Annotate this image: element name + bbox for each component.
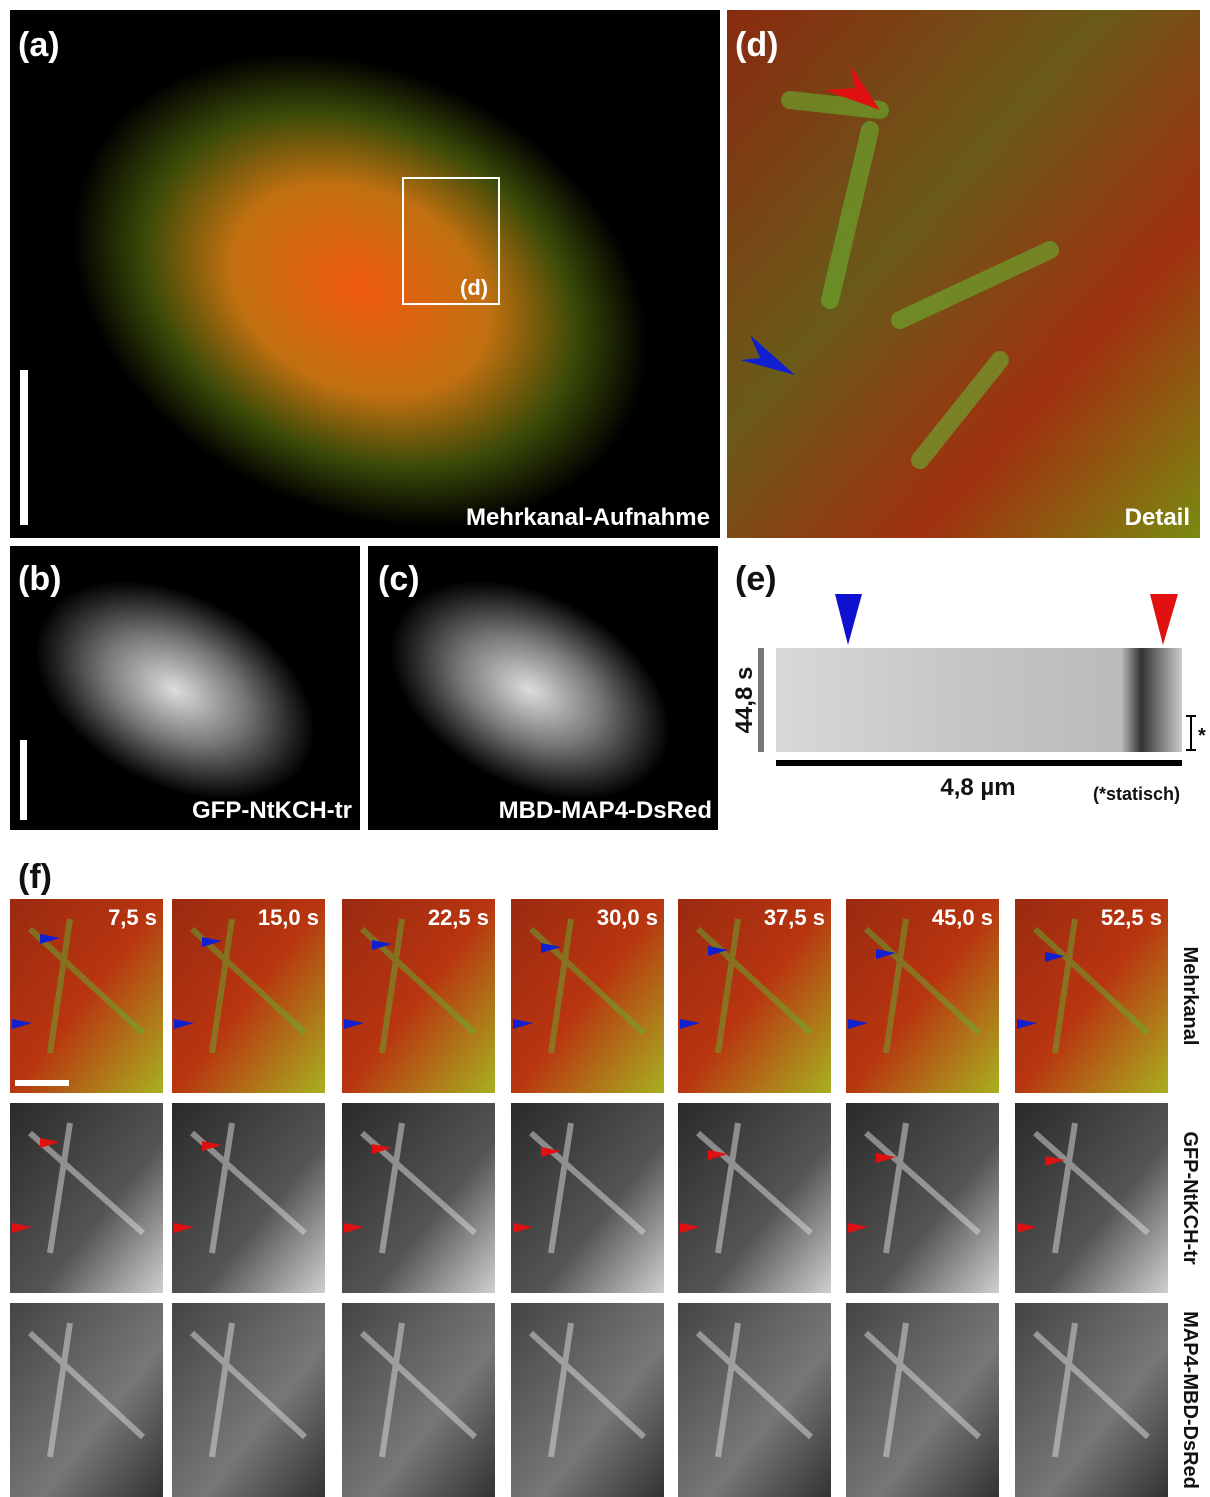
length-bar [776, 760, 1182, 766]
arrowhead [1150, 594, 1178, 645]
time-label: 52,5 s [1101, 905, 1162, 930]
caption: GFP-NtKCH-tr [192, 797, 352, 824]
panel-label: (c) [378, 560, 420, 598]
frame [1015, 1103, 1168, 1293]
time-label: 22,5 s [428, 905, 489, 930]
caption: Detail [1125, 504, 1190, 531]
figure: (d) (a) Mehrkanal-Aufnahme (d) Detail (b… [0, 0, 1210, 1497]
bracket [1186, 716, 1196, 750]
kymograph [776, 648, 1182, 752]
scale-bar [20, 740, 27, 820]
y-label: 44,8 s [731, 667, 758, 734]
time-label: 15,0 s [258, 905, 319, 930]
frame [172, 1103, 325, 1293]
inset-label: (d) [460, 275, 488, 300]
scale-bar [20, 370, 28, 525]
frame [678, 1103, 831, 1293]
time-bar [758, 648, 764, 752]
note: (*statisch) [1093, 784, 1180, 804]
panel-label: (a) [18, 26, 60, 64]
time-series: 7,5 s 15,0 s 22,5 s 30,0 s 37,5 s 45,0 s 52,5 … [10, 899, 1201, 1497]
panel-label: (f) [18, 858, 52, 896]
caption: MBD-MAP4-DsRed [499, 797, 712, 824]
row-label: Mehrkanal [1179, 947, 1201, 1046]
scale-bar [15, 1080, 69, 1086]
time-label: 7,5 s [108, 905, 157, 930]
x-label: 4,8 µm [940, 774, 1015, 801]
caption: Mehrkanal-Aufnahme [466, 504, 710, 531]
frame [342, 1103, 495, 1293]
row-label: MAP4-MBD-DsRed [1179, 1311, 1201, 1489]
time-label: 37,5 s [764, 905, 825, 930]
panel-label: (e) [735, 560, 777, 598]
arrowhead [835, 594, 862, 645]
time-label: 30,0 s [597, 905, 658, 930]
frame [846, 1103, 999, 1293]
row-label: GFP-NtKCH-tr [1179, 1131, 1201, 1265]
panel-label: (d) [735, 26, 778, 64]
time-label: 45,0 s [932, 905, 993, 930]
panel-label: (b) [18, 560, 61, 598]
frame [511, 1103, 664, 1293]
frame [10, 1103, 163, 1293]
star: * [1198, 725, 1206, 747]
panel-d [727, 10, 1200, 538]
